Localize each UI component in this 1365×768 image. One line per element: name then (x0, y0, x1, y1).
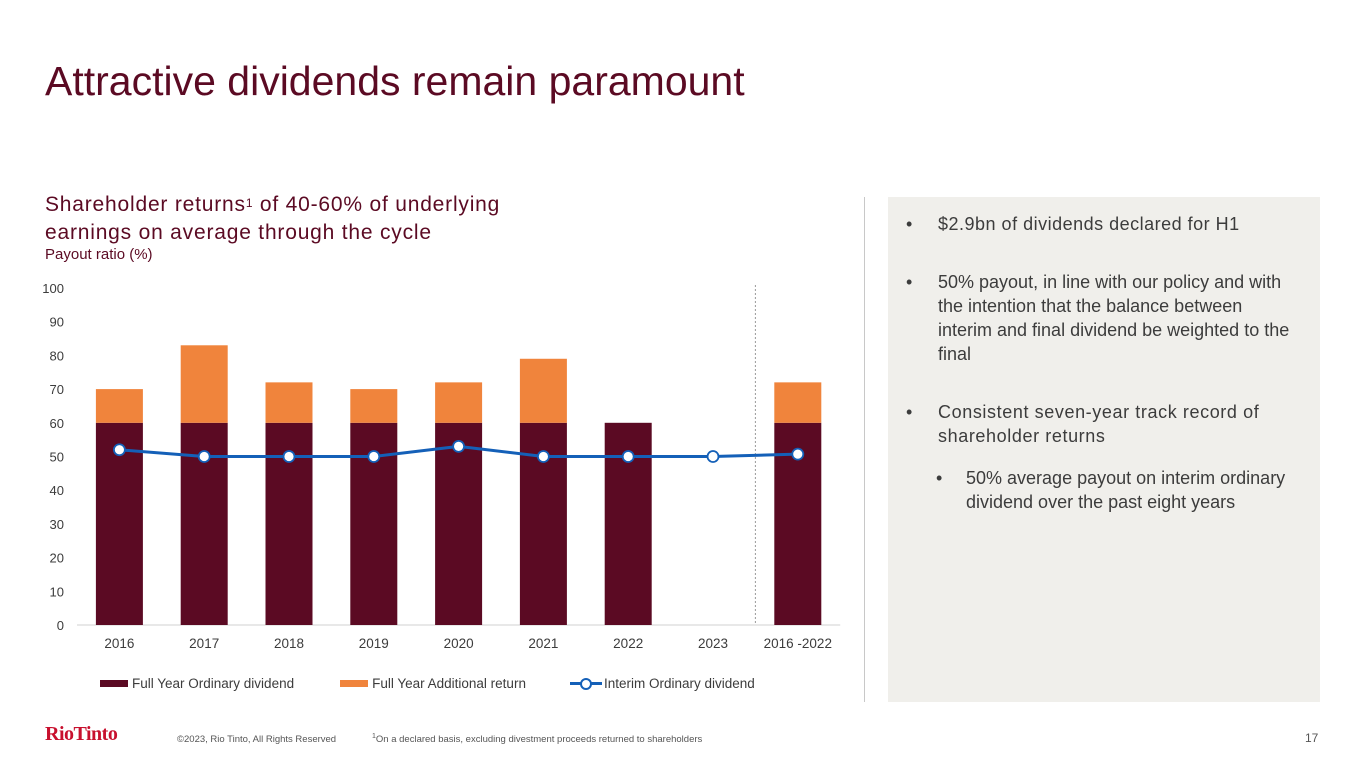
legend-item-additional: Full Year Additional return (340, 676, 526, 691)
legend-label-interim: Interim Ordinary dividend (603, 675, 755, 691)
bullet-text: 50% average payout on interim ordinary d… (966, 468, 1286, 512)
x-tick-label: 2019 (359, 636, 389, 651)
y-tick-label: 10 (50, 584, 64, 599)
interim-point-2018 (282, 450, 296, 463)
interim-point-2022 (621, 450, 635, 463)
y-tick-label: 60 (50, 416, 64, 431)
y-tick-label: 70 (50, 382, 64, 397)
bullet-text: Consistent seven-year track record of sh… (938, 402, 1260, 446)
legend-label-ordinary: Full Year Ordinary dividend (132, 675, 295, 691)
footnote: 1On a declared basis, excluding divestme… (372, 733, 702, 745)
bar-additional-2018 (265, 382, 313, 423)
interim-point-2021 (537, 450, 550, 463)
y-tick-label: 30 (50, 517, 64, 532)
bar-additional-2016-2022 (774, 382, 822, 423)
bar-ordinary-2016 (95, 422, 143, 625)
chart-heading: Shareholder returns1 of 40-60% of underl… (45, 191, 585, 247)
x-tick-label: 2023 (698, 636, 728, 651)
legend-swatch-additional (340, 679, 369, 687)
legend-item-ordinary: Full Year Ordinary dividend (100, 676, 294, 691)
x-tick-label: 2017 (189, 636, 219, 651)
rio-tinto-logo: RioTinto (45, 723, 118, 745)
bar-additional-2016 (95, 389, 143, 423)
y-tick-label: 100 (42, 281, 64, 296)
bullet-marker: • (906, 402, 913, 422)
interim-point-2017 (197, 450, 211, 463)
chart-subtitle: Payout ratio (%) (45, 246, 153, 263)
x-tick-label: 2022 (613, 636, 643, 651)
legend-item-interim: Interim Ordinary dividend (569, 675, 755, 691)
bar-additional-2019 (350, 389, 398, 423)
footnote-number: 1 (372, 733, 376, 740)
interim-point-2016-2022 (791, 447, 805, 461)
legend-swatch-interim (569, 677, 602, 690)
y-tick-label: 90 (50, 315, 64, 330)
x-tick-label: 2016 (104, 636, 134, 651)
legend-swatch-ordinary (100, 679, 128, 687)
legend-label-additional: Full Year Additional return (372, 675, 526, 691)
chart-heading-text-b: of 40-60% of underlying earnings on aver… (45, 193, 501, 244)
page-number: 17 (1305, 731, 1319, 745)
bar-additional-2017 (180, 345, 228, 423)
footnote-marker: 1 (245, 196, 254, 210)
bullet-text: 50% payout, in line with our policy and … (938, 272, 1290, 364)
y-tick-label: 20 (50, 551, 64, 566)
y-tick-label: 80 (50, 348, 64, 363)
y-tick-label: 0 (57, 618, 64, 633)
vertical-divider (864, 197, 865, 702)
page-title: Attractive dividends remain paramount (45, 58, 745, 104)
y-tick-label: 40 (50, 483, 64, 498)
bullet-marker: • (906, 272, 913, 292)
interim-point-2020 (452, 439, 466, 453)
x-tick-label: 2021 (528, 636, 558, 651)
x-tick-label: 2018 (274, 636, 304, 651)
chart-heading-text-a: Shareholder returns (45, 193, 246, 216)
interim-point-2016 (113, 443, 126, 457)
interim-point-2019 (367, 450, 381, 463)
chart-legend: Full Year Ordinary dividend Full Year Ad… (100, 674, 755, 692)
interim-point-2023 (706, 450, 720, 463)
payout-ratio-chart: 0 10 20 30 40 50 60 70 80 90 100 2016 2017 2018 2019 20… (42, 281, 841, 651)
x-tick-label: 2016 -2022 (764, 636, 832, 651)
highlights-panel: • $2.9bn of dividends declared for H1 • … (888, 197, 1320, 702)
bar-additional-2020 (435, 382, 483, 423)
bar-ordinary-2020 (435, 422, 483, 625)
bullet-text: $2.9bn of dividends declared for H1 (938, 214, 1240, 234)
x-tick-label: 2020 (444, 636, 474, 651)
footnote-text: On a declared basis, excluding divestmen… (375, 734, 703, 746)
bar-additional-2021 (519, 358, 567, 423)
y-tick-label: 50 (50, 450, 64, 465)
bullet-marker: • (906, 214, 913, 234)
copyright-notice: ©2023, Rio Tinto, All Rights Reserved (177, 734, 337, 745)
bullet-marker: • (936, 468, 943, 488)
